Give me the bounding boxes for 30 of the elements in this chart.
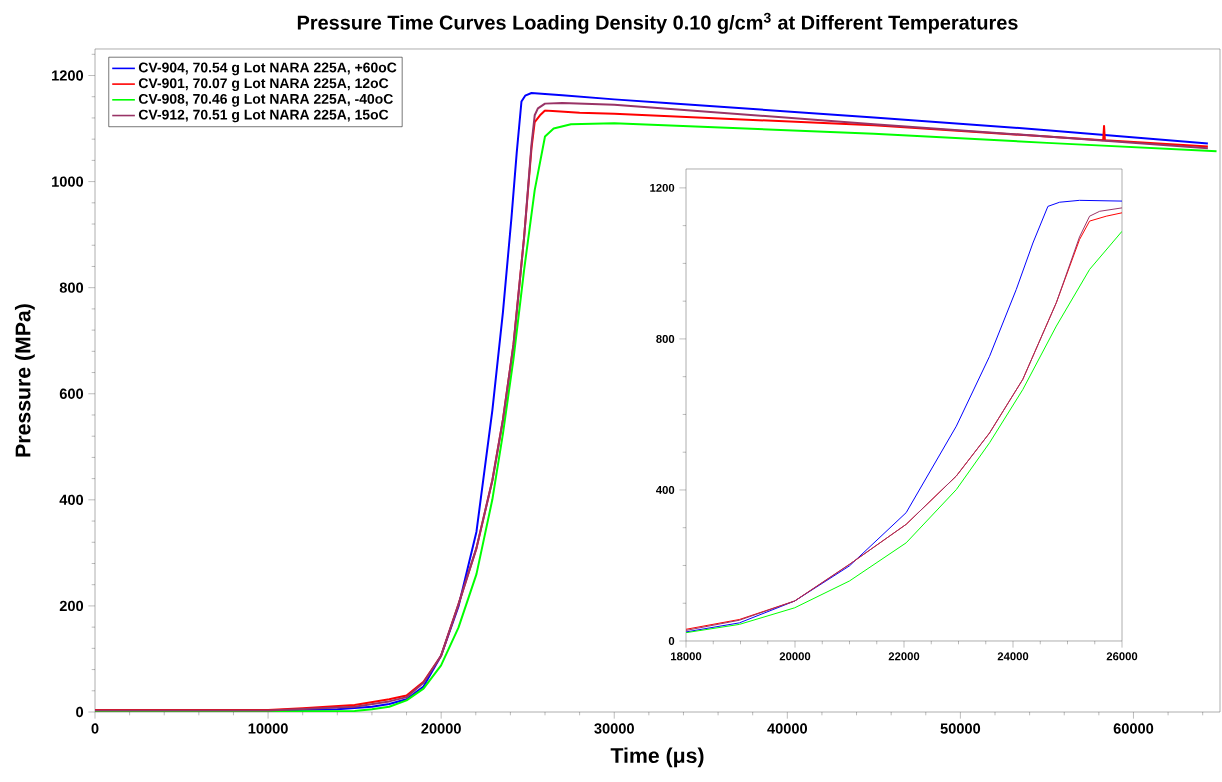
x-tick-label: 26000: [1106, 652, 1138, 661]
x-tick-label: 10000: [248, 723, 288, 734]
legend-label: CV-901, 70.07 g Lot NARA 225A, 12oC: [138, 78, 389, 91]
x-tick-label: 22000: [888, 652, 920, 661]
x-tick-label: 20000: [421, 723, 461, 734]
x-tick-label: 50000: [940, 723, 981, 734]
x-axis-title: Time (μs): [610, 747, 704, 768]
x-tick-label: 40000: [767, 723, 808, 734]
y-tick-label: 800: [656, 334, 675, 343]
x-tick-label: 24000: [997, 652, 1029, 661]
y-tick-label: 600: [59, 388, 84, 399]
y-tick-label: 400: [656, 485, 675, 494]
x-tick-label: 18000: [671, 652, 702, 661]
x-tick-label: 30000: [594, 723, 634, 734]
legend-label: CV-904, 70.54 g Lot NARA 225A, +60oC: [138, 62, 397, 76]
x-tick-label: 0: [91, 723, 99, 734]
y-tick-label: 1200: [650, 183, 675, 192]
y-tick-label: 0: [668, 637, 675, 645]
y-tick-label: 1200: [52, 70, 84, 81]
y-tick-label: 400: [59, 494, 84, 506]
y-tick-label: 800: [59, 282, 84, 293]
y-tick-label: 200: [59, 600, 84, 612]
y-axis-title: Pressure (MPa): [14, 304, 35, 457]
x-tick-label: 60000: [1113, 723, 1154, 734]
x-tick-label: 20000: [779, 652, 811, 661]
chart-title: Pressure Time Curves Loading Density 0.10 g/cm$^{3}$ at Different Temperatures: [297, 12, 1018, 34]
legend-label: CV-908, 70.46 g Lot NARA 225A, -40oC: [138, 93, 393, 107]
y-tick-label: 0: [76, 706, 84, 718]
legend-label: CV-912, 70.51 g Lot NARA 225A, 15oC: [138, 109, 389, 123]
y-tick-label: 1000: [52, 176, 84, 187]
